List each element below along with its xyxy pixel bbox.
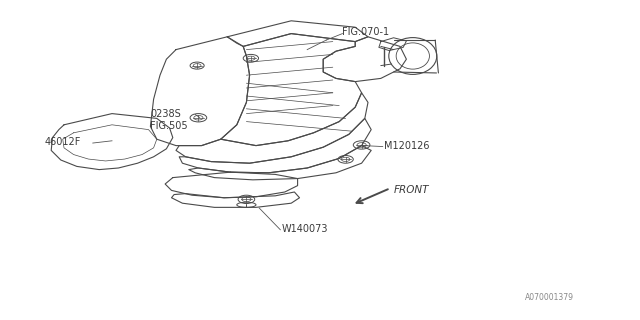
Text: W140073: W140073	[282, 224, 328, 234]
Text: 46012F: 46012F	[45, 137, 81, 148]
Text: FRONT: FRONT	[394, 185, 429, 196]
Text: A070001379: A070001379	[525, 293, 574, 302]
Text: M120126: M120126	[384, 140, 429, 151]
Text: FIG.070-1: FIG.070-1	[342, 27, 390, 37]
Text: FIG.505: FIG.505	[150, 121, 188, 132]
Text: 0238S: 0238S	[150, 108, 181, 119]
